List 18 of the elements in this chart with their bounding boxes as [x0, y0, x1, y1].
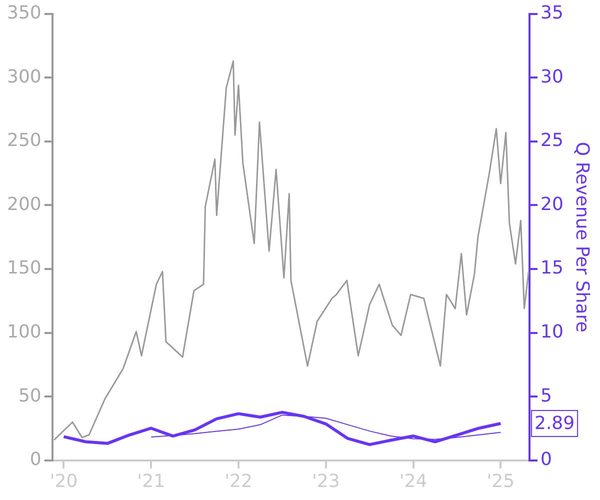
y-tick-label: 0	[30, 449, 42, 470]
y2-tick-label: 5	[540, 385, 552, 406]
y-tick-label: 300	[6, 66, 42, 88]
y-tick-label: 200	[6, 194, 42, 215]
y2-tick-label: 30	[540, 66, 564, 88]
y-tick-label: 100	[6, 321, 42, 342]
y-tick-label: 350	[6, 2, 42, 24]
y2-axis-title: Q Revenue Per Share	[572, 142, 593, 332]
y2-tick-label: 20	[540, 194, 564, 215]
y-tick-label: 250	[6, 130, 42, 152]
data-label: 2.89	[534, 413, 575, 434]
y-tick-label: 150	[6, 258, 42, 279]
y2-tick-label: 35	[540, 2, 564, 24]
y-tick-label: 50	[18, 385, 42, 406]
y2-tick-label: 15	[540, 258, 564, 279]
y2-tick-label: 10	[540, 321, 564, 342]
y2-tick-label: 0	[540, 449, 552, 470]
y2-tick-label: 25	[540, 130, 564, 152]
